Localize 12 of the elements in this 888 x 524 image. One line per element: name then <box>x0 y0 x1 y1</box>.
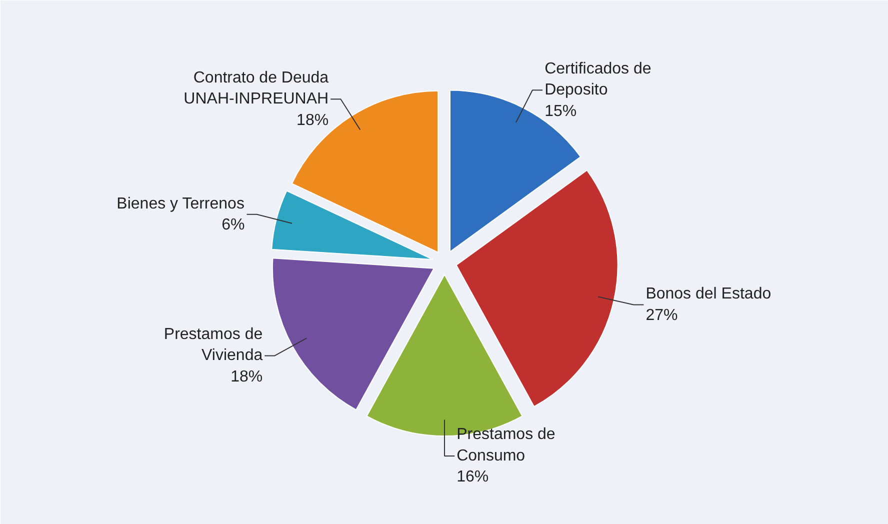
slice-label: Certificados de Deposito <box>544 60 652 99</box>
data-label: 27% <box>646 306 678 324</box>
slice-label: Prestamos de Consumo <box>456 426 556 464</box>
data-label: 15% <box>544 102 577 120</box>
slice-label: Contrato de Deuda UNAH-INPREUNAH <box>184 69 329 108</box>
slice-label: Bonos del Estado <box>646 286 772 303</box>
data-label: 6% <box>222 216 245 234</box>
data-label: 16% <box>456 468 489 486</box>
slice-label: Bienes y Terrenos <box>116 195 244 212</box>
data-label: 18% <box>230 368 263 386</box>
data-label: 18% <box>296 112 329 129</box>
slice-label: Prestamos de Vivienda <box>164 326 263 364</box>
